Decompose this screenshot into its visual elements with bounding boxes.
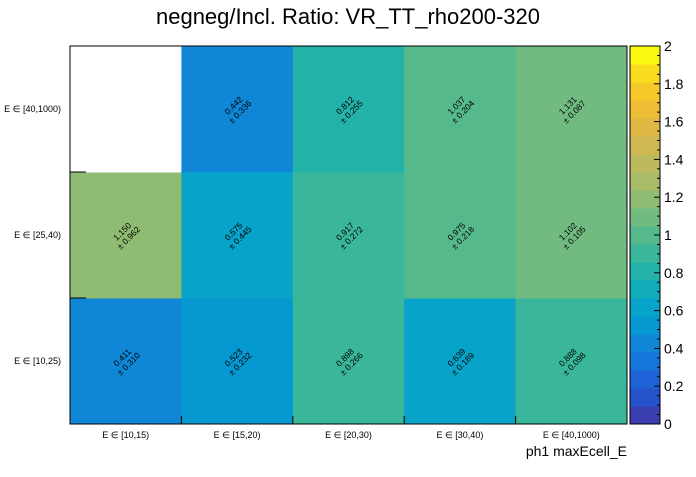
colorbar-segment [630, 334, 660, 353]
colorbar-tick-label: 2 [664, 38, 672, 54]
colorbar-segment [630, 118, 660, 137]
colorbar-tick-label: 1.8 [664, 76, 684, 92]
colorbar-segment [630, 208, 660, 227]
x-axis-title: ph1 maxEcell_E [526, 443, 627, 459]
heatmap-cell [70, 172, 182, 299]
colorbar-segment [630, 262, 660, 281]
heatmap-cell [404, 172, 517, 299]
y-tick-label: E ∈ [10,25) [14, 356, 61, 366]
heatmap-cell [404, 46, 517, 173]
heatmap-cell [181, 172, 294, 299]
colorbar-tick-label: 0.6 [664, 303, 684, 319]
colorbar-segment [630, 388, 660, 407]
colorbar-segment [630, 172, 660, 191]
heatmap-cell [515, 172, 628, 299]
chart-title: negneg/Incl. Ratio: VR_TT_rho200-320 [156, 4, 540, 29]
heatmap-cell [292, 298, 405, 425]
colorbar-segment [630, 64, 660, 83]
axes: E ∈ [10,15) E ∈ [15,20) E ∈ [20,30) E ∈ [30… [4, 104, 600, 440]
heatmap-cell [70, 46, 182, 173]
colorbar-tick-label: 0 [664, 416, 672, 432]
y-tick-label: E ∈ [40,1000) [4, 104, 61, 114]
colorbar-segment [630, 298, 660, 317]
colorbar-segment [630, 136, 660, 155]
colorbar-segment [630, 100, 660, 119]
colorbar-tick-label: 1.4 [664, 151, 684, 167]
x-tick-label: E ∈ [20,30) [325, 430, 372, 440]
heatmap-cell [515, 46, 628, 173]
y-tick-label: E ∈ [25,40) [14, 230, 61, 240]
colorbar-segment [630, 406, 660, 425]
colorbar-segment [630, 82, 660, 101]
x-tick-label: E ∈ [10,15) [102, 430, 149, 440]
heatmap-cell [181, 46, 294, 173]
plot-frame [69, 45, 628, 425]
heatmap-cell [292, 46, 405, 173]
colorbar: 0 0.2 0.4 0.6 0.8 1 1.2 1.4 1.6 1.8 2 [629, 38, 684, 432]
colorbar-segment [630, 280, 660, 299]
heatmap-cell [181, 298, 294, 425]
heatmap-cells [70, 46, 628, 425]
colorbar-tick-label: 0.2 [664, 378, 684, 394]
colorbar-segment [630, 226, 660, 245]
colorbar-segment [630, 244, 660, 263]
colorbar-segment [630, 352, 660, 371]
colorbar-tick-label: 1.6 [664, 114, 684, 130]
heatmap-cell [292, 172, 405, 299]
x-tick-label: E ∈ [15,20) [214, 430, 261, 440]
colorbar-segment [630, 190, 660, 209]
colorbar-segment [630, 154, 660, 173]
x-tick-label: E ∈ [30,40) [436, 430, 483, 440]
heatmap-cell [404, 298, 517, 425]
colorbar-tick-label: 1 [664, 227, 672, 243]
heatmap-cell [70, 298, 182, 425]
colorbar-tick-label: 0.4 [664, 340, 684, 356]
colorbar-segment [630, 316, 660, 335]
heatmap-cell [515, 298, 628, 425]
colorbar-tick-label: 0.8 [664, 265, 684, 281]
x-tick-label: E ∈ [40,1000) [543, 430, 600, 440]
colorbar-tick-label: 1.2 [664, 189, 684, 205]
colorbar-segment [630, 370, 660, 389]
colorbar-segment [630, 46, 660, 65]
